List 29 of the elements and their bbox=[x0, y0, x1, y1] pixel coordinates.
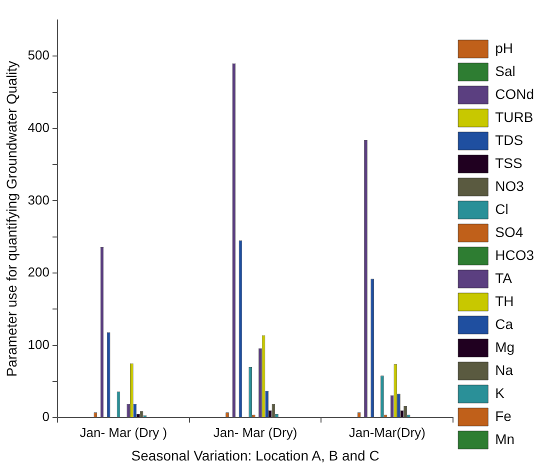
y-tick-label: 200 bbox=[28, 264, 50, 280]
legend-label: Fe bbox=[495, 408, 512, 424]
legend-label: CONd bbox=[495, 86, 534, 102]
legend-label: Ca bbox=[495, 316, 514, 332]
legend-label: Na bbox=[495, 362, 514, 378]
x-axis-title: Seasonal Variation: Location A, B and C bbox=[131, 447, 380, 464]
x-tick-label: Jan-Mar(Dry) bbox=[348, 424, 426, 440]
x-tick-label: Jan- Mar (Dry) bbox=[213, 424, 298, 440]
legend-label: NO3 bbox=[495, 178, 524, 194]
y-axis-title: Parameter use for quantifying Groundwater Quality bbox=[3, 60, 20, 377]
legend-label: Mg bbox=[495, 338, 515, 355]
y-tick-label: 500 bbox=[28, 48, 50, 63]
x-tick-label: Jan- Mar (Dry ) bbox=[80, 424, 168, 440]
y-tick-label: 0 bbox=[42, 409, 50, 424]
legend-label: TH bbox=[495, 292, 514, 309]
legend-label: K bbox=[495, 384, 506, 401]
legend-label: HCO3 bbox=[495, 246, 534, 263]
legend-label: pH bbox=[495, 40, 514, 56]
legend-label: Mn bbox=[495, 430, 515, 447]
legend-label: TA bbox=[495, 270, 513, 286]
legend-label: SO4 bbox=[495, 224, 524, 240]
legend-label: Sal bbox=[495, 62, 516, 79]
y-tick-label: 100 bbox=[28, 336, 50, 352]
legend-label: TDS bbox=[495, 132, 524, 148]
legend-label: Cl bbox=[495, 200, 508, 217]
y-tick-label: 400 bbox=[28, 120, 50, 136]
legend-label: TSS bbox=[495, 154, 522, 171]
legend-label: TURB bbox=[495, 108, 534, 125]
y-tick-label: 300 bbox=[28, 192, 50, 208]
